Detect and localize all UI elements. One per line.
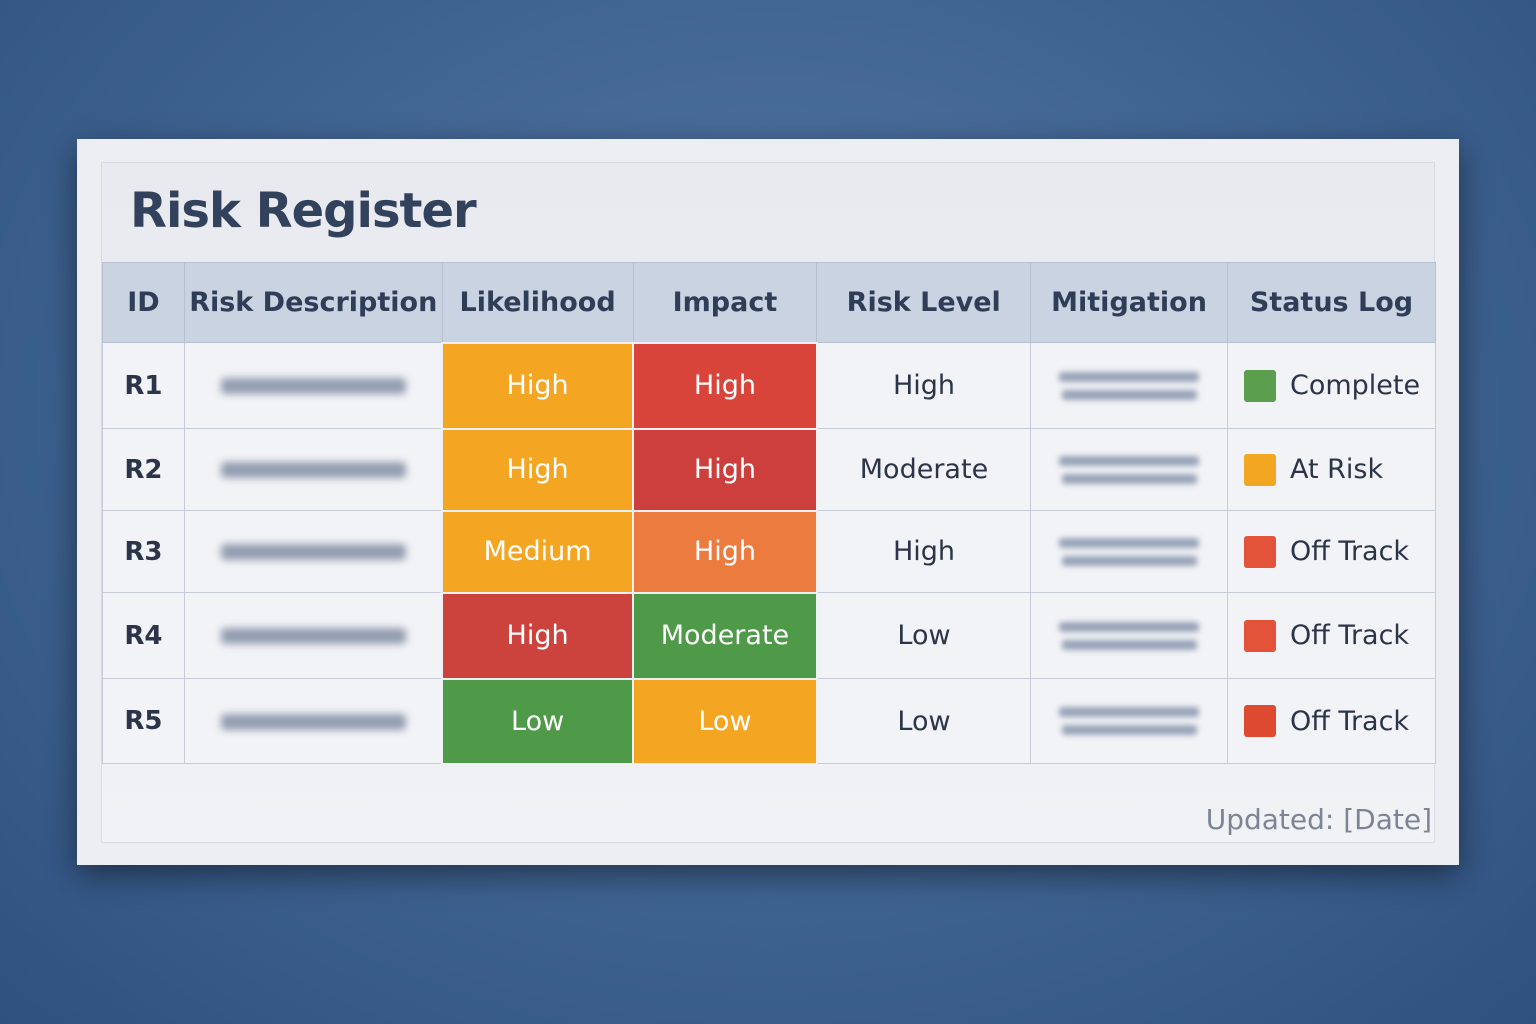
status-label: Off Track [1289,620,1410,651]
column-header[interactable]: ID [102,262,185,343]
risk-register-panel: Risk Register ID Risk Description Likeliho… [101,162,1437,843]
table-row[interactable]: R5 Low Low Low Off Track [102,677,1437,765]
updated-label: Updated: [Date] [1205,803,1432,836]
risk-description-blurred [183,342,443,429]
column-header[interactable]: Mitigation [1030,262,1228,343]
likelihood-cell: High [441,341,635,430]
column-header[interactable]: Risk Level [816,262,1032,343]
status-square-icon [1243,453,1276,486]
status-square-icon [1243,705,1276,737]
likelihood-cell: Low [441,677,635,765]
impact-cell: Moderate [632,591,818,680]
column-header[interactable]: Risk Description [183,262,443,343]
risk-id: R5 [102,678,185,764]
risk-description-blurred [183,678,443,764]
impact-cell: High [632,509,818,594]
risk-id: R4 [102,592,185,679]
status-label: At Risk [1289,454,1384,485]
impact-cell: High [632,341,818,430]
likelihood-cell: High [441,591,635,680]
status-cell: At Risk [1226,428,1437,511]
impact-cell: High [632,427,818,512]
likelihood-cell: Medium [441,509,635,594]
status-cell: Off Track [1226,592,1437,679]
risk-level-cell: Moderate [816,428,1032,511]
page-title: Risk Register [130,183,477,239]
risk-description-blurred [183,592,443,679]
risk-register-card: Risk Register ID Risk Description Likeliho… [77,139,1459,865]
mitigation-blurred [1030,342,1228,429]
status-square-icon [1243,535,1276,568]
impact-cell: Low [632,677,818,765]
mitigation-blurred [1030,428,1228,511]
status-label: Off Track [1289,536,1410,567]
mitigation-blurred [1030,678,1228,764]
table-row[interactable]: R4 High Moderate Low Off Track [102,591,1437,680]
status-square-icon [1243,619,1276,652]
column-header[interactable]: Status Log [1226,262,1437,343]
status-label: Complete [1289,370,1421,401]
risk-table: ID Risk Description Likelihood Impact Risk L… [102,262,1437,765]
risk-description-blurred [183,510,443,593]
risk-level-cell: Low [816,678,1032,764]
status-cell: Complete [1226,342,1437,429]
column-header[interactable]: Impact [632,262,818,343]
table-row[interactable]: R2 High High Moderate At Risk [102,427,1437,512]
likelihood-cell: High [441,427,635,512]
risk-description-blurred [183,428,443,511]
risk-level-cell: High [816,510,1032,593]
table-header: ID Risk Description Likelihood Impact Risk L… [102,262,1437,343]
risk-id: R3 [102,510,185,593]
status-square-icon [1243,369,1276,402]
risk-id: R2 [102,428,185,511]
table-row[interactable]: R1 High High High Complete [102,341,1437,430]
column-header[interactable]: Likelihood [441,262,634,343]
mitigation-blurred [1030,510,1228,593]
risk-level-cell: High [816,342,1032,429]
table-row[interactable]: R3 Medium High High Off Track [102,509,1437,594]
status-cell: Off Track [1226,510,1437,593]
status-cell: Off Track [1226,678,1437,764]
status-label: Off Track [1289,705,1410,737]
mitigation-blurred [1030,592,1228,679]
risk-id: R1 [102,342,185,429]
risk-level-cell: Low [816,592,1032,679]
